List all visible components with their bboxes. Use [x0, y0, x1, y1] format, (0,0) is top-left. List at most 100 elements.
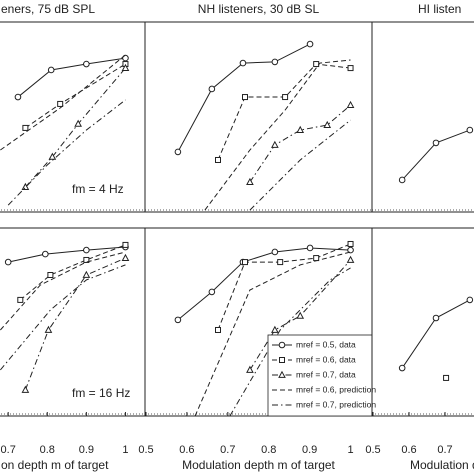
marker-circle — [174, 316, 182, 324]
plot-area — [398, 126, 474, 184]
marker-square — [443, 374, 450, 381]
marker-triangle — [44, 325, 53, 333]
marker-triangle — [246, 365, 254, 373]
marker-circle — [306, 40, 314, 48]
panel-title: NH listeners, 30 dB SL — [198, 2, 320, 16]
marker-square — [17, 296, 24, 303]
marker-circle — [398, 364, 406, 372]
series-line — [217, 63, 351, 161]
marker-circle — [432, 139, 440, 147]
panel — [371, 227, 474, 417]
marker-circle — [42, 250, 49, 258]
x-tick-label: 0.6 — [179, 444, 194, 456]
series-line — [204, 59, 351, 211]
marker-square — [347, 240, 354, 247]
x-tick-label: 0.5 — [365, 444, 380, 456]
marker-circle — [83, 60, 90, 68]
x-tick-label: 0.7 — [1, 444, 16, 456]
marker-triangle — [121, 63, 130, 71]
marker-square — [22, 124, 29, 131]
marker-circle — [466, 126, 474, 134]
marker-circle — [208, 288, 216, 296]
plot-area — [174, 240, 355, 416]
series-line — [401, 129, 471, 181]
marker-circle — [278, 341, 286, 349]
series-line — [8, 246, 126, 263]
plot-area — [0, 241, 130, 393]
marker-triangle — [121, 253, 130, 261]
marker-triangle — [296, 125, 305, 133]
panel-title: eners, 75 dB SPL — [1, 2, 95, 16]
marker-circle — [208, 85, 216, 93]
series-line — [0, 251, 126, 331]
series-line — [249, 104, 351, 183]
marker-circle — [83, 246, 90, 254]
series-line — [229, 267, 351, 416]
marker-triangle — [246, 177, 254, 185]
marker-square — [313, 255, 320, 262]
series-line — [177, 247, 351, 321]
marker-triangle — [271, 140, 279, 148]
marker-square — [242, 94, 248, 101]
series-line — [401, 299, 471, 369]
marker-square — [242, 259, 248, 266]
marker-circle — [271, 248, 279, 256]
marker-triangle — [82, 270, 91, 278]
marker-circle — [14, 93, 22, 101]
panel-title: HI listen — [418, 2, 461, 16]
series-line — [25, 67, 126, 188]
marker-triangle — [21, 385, 30, 393]
plot-area — [398, 296, 474, 381]
marker-circle — [47, 66, 55, 74]
panel-frame — [371, 227, 474, 417]
series-line — [19, 244, 126, 301]
x-tick-label: 0.6 — [401, 444, 416, 456]
marker-square — [57, 100, 64, 107]
marker-triangle — [48, 152, 57, 160]
panel-frame — [144, 21, 373, 213]
x-tick-label: 0.7 — [220, 444, 235, 456]
x-axis-label: Modulation d — [410, 458, 474, 472]
x-tick-label: 0.9 — [302, 444, 317, 456]
marker-square — [282, 94, 289, 101]
annotation: fm = 16 Hz — [72, 386, 130, 400]
marker-circle — [347, 246, 354, 254]
marker-triangle — [74, 119, 82, 127]
marker-circle — [398, 176, 406, 184]
x-tick-label: 1 — [122, 444, 128, 456]
marker-circle — [239, 59, 247, 67]
panel — [0, 21, 146, 213]
marker-triangle — [346, 255, 355, 263]
series-line — [0, 54, 126, 151]
x-tick-label: 0.5 — [138, 444, 153, 456]
x-tick-label: 0.9 — [79, 444, 94, 456]
legend-label: mref = 0.5, data — [296, 339, 356, 349]
legend-box — [267, 334, 373, 417]
x-tick-label: 0.7 — [437, 444, 452, 456]
series-line — [0, 264, 126, 371]
plot-area — [174, 40, 355, 211]
legend-label: mref = 0.7, prediction — [296, 399, 376, 409]
series-line — [7, 99, 126, 206]
legend-label: mref = 0.7, data — [296, 369, 356, 379]
x-tick-label: 0.8 — [40, 444, 55, 456]
x-tick-label: 1 — [347, 444, 353, 456]
marker-triangle — [323, 120, 332, 128]
marker-circle — [4, 258, 12, 266]
marker-circle — [432, 314, 440, 322]
marker-square — [313, 61, 320, 68]
marker-square — [277, 259, 284, 266]
panel — [371, 21, 474, 213]
marker-square — [83, 256, 90, 263]
marker-triangle — [296, 311, 305, 319]
marker-triangle — [271, 325, 279, 333]
marker-square — [215, 326, 221, 333]
legend-label: mref = 0.6, prediction — [296, 384, 376, 394]
annotation: fm = 4 Hz — [72, 182, 124, 196]
marker-square — [122, 241, 129, 248]
x-tick-label: 0.8 — [261, 444, 276, 456]
marker-circle — [174, 148, 182, 156]
marker-square — [215, 156, 221, 163]
panel — [144, 21, 373, 213]
